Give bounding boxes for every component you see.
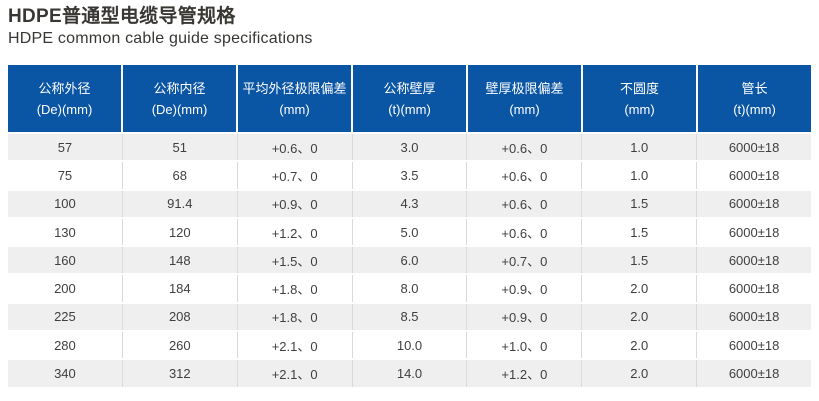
table-cell: 225	[8, 303, 123, 331]
table-cell: 5.0	[353, 218, 468, 246]
table-cell: 2.0	[582, 303, 698, 331]
table-cell: 280	[8, 332, 123, 359]
table-cell: +1.8、0	[238, 303, 353, 331]
table-cell: 260	[123, 332, 238, 359]
column-header-unit: (De)(mm)	[36, 101, 93, 117]
table-cell: 100	[8, 190, 123, 217]
table-header-row: 公称外径 (De)(mm) 公称内径 (De)(mm) 平均外径极限偏差 (mm) 公称壁厚…	[8, 65, 811, 132]
column-header: 不圆度 (mm)	[583, 65, 698, 132]
column-header-unit: (mm)	[509, 101, 540, 117]
column-header-unit: (De)(mm)	[151, 101, 208, 117]
table-cell: +1.0、0	[467, 332, 583, 359]
table-cell: 75	[8, 162, 123, 189]
table-cell: 2.0	[582, 275, 698, 302]
page-subtitle: HDPE common cable guide specifications	[8, 30, 313, 47]
table-cell: 68	[123, 162, 238, 189]
table-cell: 2.0	[582, 360, 698, 387]
table-cell: 6000±18	[728, 167, 780, 183]
table-cell: 10.0	[353, 332, 468, 359]
table-cell: +1.2、0	[238, 218, 353, 246]
table-row: 340 312 +2.1、0 14.0 +1.2、0 2.0 6000±18	[8, 360, 811, 387]
table-cell: 1.5	[582, 190, 698, 217]
column-header-title: 管长	[741, 80, 768, 96]
table-cell: 2.0	[582, 332, 698, 359]
table-cell: 1.5	[582, 247, 698, 274]
table-cell: 160	[8, 247, 123, 274]
table-cell: 340	[8, 360, 123, 387]
table-cell: 6000±18	[728, 309, 780, 325]
table-cell: 6000±18	[728, 224, 780, 240]
table-cell: 200	[8, 275, 123, 302]
column-header: 公称内径 (De)(mm)	[123, 65, 238, 132]
table-cell: 120	[123, 218, 238, 246]
column-header-title: 平均外径极限偏差	[242, 80, 347, 96]
table-cell: 6000±18	[728, 366, 780, 382]
table-cell: 14.0	[353, 360, 468, 387]
table-cell: 1.5	[582, 218, 698, 246]
table-row: 200 184 +1.8、0 8.0 +0.9、0 2.0 6000±18	[8, 275, 811, 302]
table-cell: 4.3	[353, 190, 468, 217]
table-cell: 1.0	[582, 162, 698, 189]
table-cell: +0.9、0	[467, 275, 583, 302]
table-cell: 6000±18	[728, 252, 780, 268]
table-cell: 130	[8, 218, 123, 246]
table-cell: 51	[123, 134, 238, 161]
table-cell: 6000±18	[728, 281, 780, 297]
table-cell: +0.6、0	[467, 162, 583, 189]
table-cell: +0.7、0	[238, 162, 353, 189]
table-cell: 8.0	[353, 275, 468, 302]
table-cell: +1.2、0	[467, 360, 583, 387]
column-header: 壁厚极限偏差 (mm)	[468, 65, 583, 132]
table-cell: 3.5	[353, 162, 468, 189]
column-header: 管长 (t)(mm)	[698, 65, 811, 132]
column-header-title: 壁厚极限偏差	[485, 80, 564, 96]
table-cell: 8.5	[353, 303, 468, 331]
table-row: 130 120 +1.2、0 5.0 +0.6、0 1.5 6000±18	[8, 218, 811, 246]
column-header: 公称外径 (De)(mm)	[8, 65, 123, 132]
column-header-title: 公称内径	[153, 80, 206, 96]
table-cell: 3.0	[353, 134, 468, 161]
table-cell: +1.5、0	[238, 247, 353, 274]
table-row: 280 260 +2.1、0 10.0 +1.0、0 2.0 6000±18	[8, 332, 811, 359]
table-cell: +0.7、0	[467, 247, 583, 274]
page-title: HDPE普通型电缆导管规格	[8, 6, 236, 27]
table-cell: 6000±18	[728, 337, 780, 353]
column-header: 平均外径极限偏差 (mm)	[238, 65, 353, 132]
column-header-unit: (t)(mm)	[733, 101, 776, 117]
table-cell: +2.1、0	[238, 332, 353, 359]
table-cell: +0.6、0	[238, 134, 353, 161]
table-cell: 184	[123, 275, 238, 302]
column-header-unit: (mm)	[624, 101, 655, 117]
table-cell: +0.9、0	[467, 303, 583, 331]
table-cell: +0.9、0	[238, 190, 353, 217]
table-cell: +1.8、0	[238, 275, 353, 302]
table-cell: 1.0	[582, 134, 698, 161]
table-row: 100 91.4 +0.9、0 4.3 +0.6、0 1.5 6000±18	[8, 190, 811, 217]
table-cell: +0.6、0	[467, 218, 583, 246]
table-body: 57 51 +0.6、0 3.0 +0.6、0 1.0 6000±18 75 68 +0.7、0 3…	[8, 134, 811, 387]
table-row: 225 208 +1.8、0 8.5 +0.9、0 2.0 6000±18	[8, 303, 811, 331]
table-cell: 312	[123, 360, 238, 387]
column-header-unit: (mm)	[279, 101, 310, 117]
column-header-unit: (t)(mm)	[388, 101, 431, 117]
table-cell: 6000±18	[728, 139, 780, 155]
table-cell: 6.0	[353, 247, 468, 274]
table-cell: +2.1、0	[238, 360, 353, 387]
table-cell: +0.6、0	[467, 190, 583, 217]
column-header: 公称壁厚 (t)(mm)	[353, 65, 468, 132]
table-row: 160 148 +1.5、0 6.0 +0.7、0 1.5 6000±18	[8, 247, 811, 274]
spec-table: 公称外径 (De)(mm) 公称内径 (De)(mm) 平均外径极限偏差 (mm) 公称壁厚…	[8, 65, 811, 387]
table-cell: 57	[8, 134, 123, 161]
table-cell: 208	[123, 303, 238, 331]
column-header-title: 公称壁厚	[383, 80, 436, 96]
table-cell: 148	[123, 247, 238, 274]
table-cell: 6000±18	[728, 196, 780, 212]
table-row: 75 68 +0.7、0 3.5 +0.6、0 1.0 6000±18	[8, 162, 811, 189]
column-header-title: 不圆度	[619, 80, 659, 96]
column-header-title: 公称外径	[38, 80, 91, 96]
table-row: 57 51 +0.6、0 3.0 +0.6、0 1.0 6000±18	[8, 134, 811, 161]
table-cell: +0.6、0	[467, 134, 583, 161]
table-cell: 91.4	[123, 190, 238, 217]
